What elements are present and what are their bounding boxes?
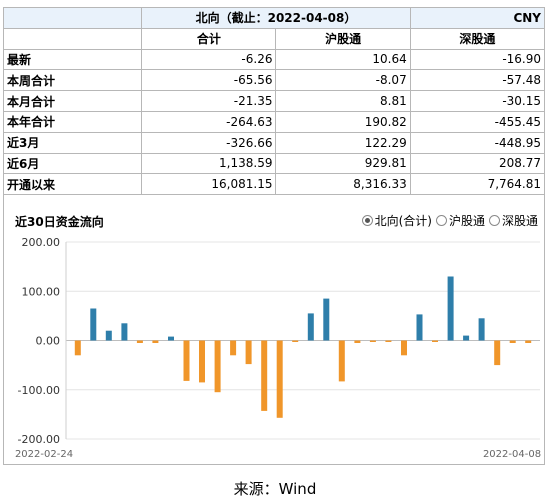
column-header-shenzhen: 深股通 xyxy=(409,27,546,50)
radio-shanghai-connect[interactable]: 沪股通 xyxy=(435,212,485,229)
row-label: 本月合计 xyxy=(2,90,143,112)
bar xyxy=(525,340,532,343)
cell-total: -264.63 xyxy=(141,110,277,133)
bar xyxy=(245,340,252,365)
bar xyxy=(338,340,345,382)
row-label: 近6月 xyxy=(2,152,143,175)
y-tick-label: 200.00 xyxy=(22,236,61,249)
cell-total: -6.26 xyxy=(141,48,277,71)
y-tick-label: -100.00 xyxy=(18,384,60,397)
bar xyxy=(385,340,392,342)
cell-shanghai: 190.82 xyxy=(275,110,411,133)
cell-total: -21.35 xyxy=(141,90,277,112)
radio-unselected-icon[interactable] xyxy=(488,215,500,226)
y-tick-label: 100.00 xyxy=(22,285,61,298)
cell-shenzhen: 7,764.81 xyxy=(409,173,546,196)
bar xyxy=(416,314,423,341)
row-label: 本年合计 xyxy=(2,110,143,133)
cell-shenzhen: -448.95 xyxy=(409,131,546,154)
cell-shenzhen: -16.90 xyxy=(409,48,546,71)
bar xyxy=(121,323,128,341)
table-header-row: 合计 沪股通 深股通 xyxy=(2,27,546,50)
cell-shanghai: -8.07 xyxy=(275,69,411,92)
bar xyxy=(261,340,268,411)
cell-shenzhen: 208.77 xyxy=(409,152,546,175)
bar xyxy=(90,308,97,341)
cell-shanghai: 122.29 xyxy=(275,131,411,154)
y-tick-label: 0.00 xyxy=(36,335,61,348)
bar xyxy=(292,340,299,342)
bar xyxy=(307,313,314,341)
cell-total: 16,081.15 xyxy=(141,173,277,196)
row-label: 开通以来 xyxy=(2,173,143,196)
cell-total: -326.66 xyxy=(141,131,277,154)
table-row: 最新 -6.26 10.64 -16.90 xyxy=(2,48,546,71)
table-row: 开通以来 16,081.15 8,316.33 7,764.81 xyxy=(2,173,546,196)
cell-shanghai: 10.64 xyxy=(275,48,411,71)
bar xyxy=(509,340,516,343)
bar xyxy=(136,340,143,343)
bar xyxy=(230,340,237,356)
radio-shenzhen-connect[interactable]: 深股通 xyxy=(488,212,538,229)
row-label: 近3月 xyxy=(2,131,143,154)
flow-bar-chart: 200.00 100.00 0.00 -100.00 -200.00 2022-02-2… xyxy=(15,236,541,460)
bar xyxy=(463,335,470,341)
bar xyxy=(494,340,501,366)
chart-gridlines xyxy=(65,241,540,440)
chart-title: 近30日资金流向 xyxy=(15,215,104,229)
bar xyxy=(478,318,485,341)
row-label: 最新 xyxy=(2,48,143,71)
chart-bars xyxy=(74,276,532,418)
bar xyxy=(168,336,174,341)
y-tick-label: -200.00 xyxy=(18,433,60,446)
radio-northbound-total[interactable]: 北向(合计) xyxy=(361,212,432,229)
radio-label: 沪股通 xyxy=(448,214,485,228)
column-header-shanghai: 沪股通 xyxy=(275,27,411,50)
bar xyxy=(369,340,376,342)
bar xyxy=(74,340,81,356)
bar xyxy=(354,340,361,343)
bar xyxy=(199,340,205,383)
cell-total: 1,138.59 xyxy=(141,152,277,175)
radio-selected-icon[interactable] xyxy=(361,215,373,226)
cell-shanghai: 929.81 xyxy=(275,152,411,175)
row-label: 本周合计 xyxy=(2,69,143,92)
bar xyxy=(183,340,190,381)
series-radio-group: 北向(合计) 沪股通 深股通 xyxy=(361,212,538,229)
bar xyxy=(276,340,283,418)
table-row: 本周合计 -65.56 -8.07 -57.48 xyxy=(2,69,546,92)
y-axis-ticks: 200.00 100.00 0.00 -100.00 -200.00 xyxy=(18,236,60,446)
cell-shanghai: 8.81 xyxy=(275,90,411,112)
column-header-total: 合计 xyxy=(141,27,277,50)
bar xyxy=(401,340,407,356)
table-row: 本年合计 -264.63 190.82 -455.45 xyxy=(2,110,546,133)
cell-shanghai: 8,316.33 xyxy=(275,173,411,196)
table-row: 本月合计 -21.35 8.81 -30.15 xyxy=(2,90,546,112)
bar xyxy=(105,330,112,341)
bar xyxy=(323,298,330,341)
flow-summary-table: 北向（截止：2022-04-08） CNY 合计 沪股通 深股通 最新 -6.2… xyxy=(2,7,546,196)
table-title: 北向（截止：2022-04-08） xyxy=(141,7,411,29)
bar xyxy=(432,340,438,342)
radio-label: 北向(合计) xyxy=(374,214,432,228)
table-row: 近6月 1,138.59 929.81 208.77 xyxy=(2,152,546,175)
source-note: 来源：Wind xyxy=(233,480,317,498)
chart-header: 近30日资金流向 北向(合计) 沪股通 深股通 xyxy=(4,208,544,234)
bar xyxy=(214,340,221,393)
currency-unit: CNY xyxy=(409,7,546,29)
radio-unselected-icon[interactable] xyxy=(435,215,447,226)
table-caption-row: 北向（截止：2022-04-08） CNY xyxy=(2,7,546,29)
radio-label: 深股通 xyxy=(501,214,538,228)
northbound-flow-panel: 北向（截止：2022-04-08） CNY 合计 沪股通 深股通 最新 -6.2… xyxy=(2,7,546,465)
cell-shenzhen: -57.48 xyxy=(409,69,546,92)
cell-shenzhen: -455.45 xyxy=(409,110,546,133)
x-axis-end-date: 2022-04-08 xyxy=(483,449,541,460)
bar xyxy=(447,276,454,341)
cell-shenzhen: -30.15 xyxy=(409,90,546,112)
x-axis-start-date: 2022-02-24 xyxy=(15,449,73,460)
bar xyxy=(152,340,159,343)
table-row: 近3月 -326.66 122.29 -448.95 xyxy=(2,131,546,154)
cell-total: -65.56 xyxy=(141,69,277,92)
